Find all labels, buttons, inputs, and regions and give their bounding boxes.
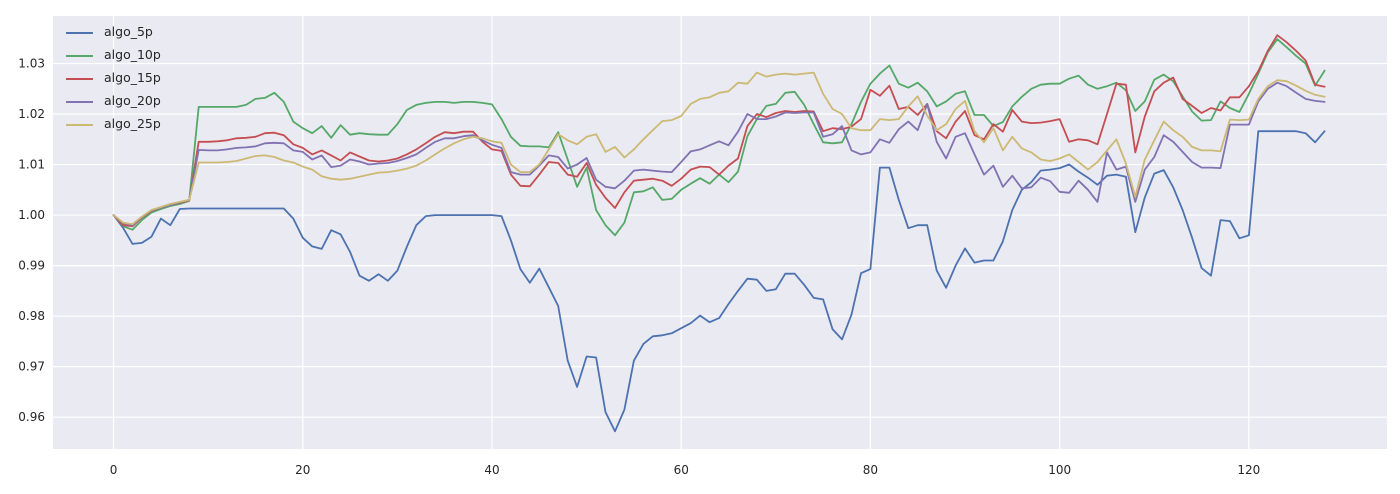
- legend-label: algo_10p: [104, 47, 161, 63]
- legend-line-swatch-algo_10p: [66, 54, 93, 57]
- legend-item-algo_5p: algo_5p: [66, 21, 161, 44]
- series-line-algo_5p: [112, 130, 1326, 433]
- legend-label: algo_5p: [104, 24, 153, 40]
- series-line-algo_20p: [112, 81, 1326, 227]
- legend-label: algo_15p: [104, 70, 161, 86]
- legend: algo_5p algo_10p algo_15p algo_20p algo_25p: [66, 21, 161, 136]
- legend-line-swatch-algo_20p: [66, 100, 93, 103]
- y-tick-label: 1.00: [18, 208, 45, 222]
- legend-label: algo_25p: [104, 116, 161, 132]
- y-tick-label: 1.03: [18, 56, 45, 70]
- legend-line-swatch-algo_15p: [66, 77, 93, 80]
- series-line-algo_15p: [112, 34, 1326, 228]
- y-tick-label: 0.97: [18, 360, 45, 374]
- x-tick-label: 100: [1048, 463, 1071, 477]
- y-tick-label: 0.96: [18, 410, 45, 424]
- y-tick-label: 1.01: [18, 158, 45, 172]
- legend-item-algo_15p: algo_15p: [66, 67, 161, 90]
- x-tick-label: 80: [863, 463, 878, 477]
- y-tick-label: 0.99: [18, 259, 45, 273]
- y-tick-label: 1.02: [18, 107, 45, 121]
- legend-item-algo_10p: algo_10p: [66, 44, 161, 67]
- legend-line-swatch-algo_5p: [66, 31, 93, 34]
- series-line-algo_25p: [112, 71, 1326, 226]
- axes-background: [53, 16, 1387, 449]
- x-tick-label: 0: [110, 463, 118, 477]
- legend-item-algo_25p: algo_25p: [66, 113, 161, 136]
- x-tick-label: 60: [674, 463, 689, 477]
- legend-line-swatch-algo_25p: [66, 123, 93, 126]
- x-tick-label: 40: [484, 463, 499, 477]
- x-tick-label: 120: [1237, 463, 1260, 477]
- legend-label: algo_20p: [104, 93, 161, 109]
- y-tick-label: 0.98: [18, 309, 45, 323]
- legend-item-algo_20p: algo_20p: [66, 90, 161, 113]
- x-tick-label: 20: [295, 463, 310, 477]
